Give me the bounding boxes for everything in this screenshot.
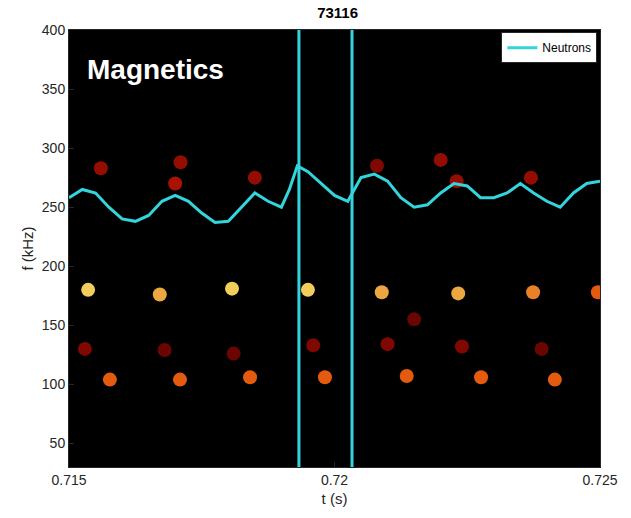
- svg-text:0.72: 0.72: [321, 472, 348, 488]
- svg-text:73116: 73116: [317, 4, 358, 21]
- svg-text:100: 100: [42, 376, 66, 392]
- svg-text:150: 150: [42, 317, 66, 333]
- svg-text:f (kHz): f (kHz): [19, 226, 36, 270]
- svg-text:300: 300: [42, 140, 66, 156]
- svg-text:0.715: 0.715: [51, 472, 86, 488]
- svg-text:400: 400: [42, 22, 66, 38]
- svg-text:t (s): t (s): [322, 490, 348, 507]
- svg-text:350: 350: [42, 81, 66, 97]
- svg-text:0.725: 0.725: [582, 472, 617, 488]
- svg-text:Neutrons: Neutrons: [542, 41, 591, 55]
- svg-text:Magnetics: Magnetics: [87, 54, 224, 85]
- svg-text:200: 200: [42, 258, 66, 274]
- svg-text:50: 50: [50, 435, 66, 451]
- svg-text:250: 250: [42, 199, 66, 215]
